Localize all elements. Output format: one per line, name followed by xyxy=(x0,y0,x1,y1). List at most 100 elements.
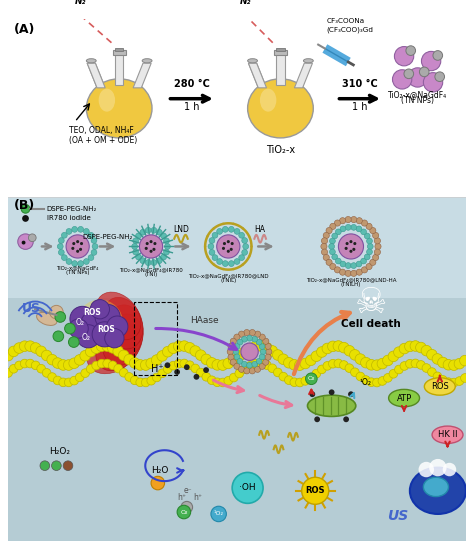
Text: O₂: O₂ xyxy=(82,333,91,342)
Circle shape xyxy=(103,359,111,368)
Circle shape xyxy=(355,354,366,365)
Circle shape xyxy=(366,359,377,370)
Circle shape xyxy=(168,343,179,354)
Circle shape xyxy=(92,243,98,249)
Circle shape xyxy=(234,259,240,265)
Circle shape xyxy=(76,250,79,253)
Circle shape xyxy=(259,334,265,340)
Circle shape xyxy=(91,237,97,243)
Circle shape xyxy=(427,349,437,360)
Circle shape xyxy=(345,247,347,250)
Circle shape xyxy=(40,461,50,471)
Circle shape xyxy=(351,263,356,268)
Bar xyxy=(115,48,123,51)
Circle shape xyxy=(460,355,470,366)
Circle shape xyxy=(389,370,398,378)
Circle shape xyxy=(340,261,346,267)
Circle shape xyxy=(361,229,366,235)
Circle shape xyxy=(263,361,271,370)
Circle shape xyxy=(217,228,222,234)
Circle shape xyxy=(133,249,138,255)
Circle shape xyxy=(338,342,349,353)
Circle shape xyxy=(158,369,166,378)
Circle shape xyxy=(37,365,46,373)
Circle shape xyxy=(444,378,453,386)
Circle shape xyxy=(240,365,249,374)
Circle shape xyxy=(265,354,271,360)
Circle shape xyxy=(63,461,73,471)
Circle shape xyxy=(86,365,95,373)
Circle shape xyxy=(306,355,316,366)
Circle shape xyxy=(212,255,218,261)
Circle shape xyxy=(193,374,200,380)
Circle shape xyxy=(18,234,33,249)
Circle shape xyxy=(321,237,328,244)
Circle shape xyxy=(330,223,336,229)
Circle shape xyxy=(209,237,215,243)
Ellipse shape xyxy=(86,79,152,138)
Circle shape xyxy=(367,378,376,386)
Circle shape xyxy=(255,331,261,337)
Ellipse shape xyxy=(303,59,313,63)
Circle shape xyxy=(367,243,373,249)
Circle shape xyxy=(454,358,465,369)
Circle shape xyxy=(149,240,153,243)
Circle shape xyxy=(366,223,372,229)
Circle shape xyxy=(353,242,356,245)
Circle shape xyxy=(151,227,157,233)
Circle shape xyxy=(133,238,138,244)
Text: ROS: ROS xyxy=(431,382,449,391)
Circle shape xyxy=(219,378,227,387)
Circle shape xyxy=(113,346,124,357)
Circle shape xyxy=(222,227,228,232)
Circle shape xyxy=(349,349,360,360)
Circle shape xyxy=(344,346,355,356)
Circle shape xyxy=(249,368,255,374)
Circle shape xyxy=(114,364,123,373)
Circle shape xyxy=(91,343,101,353)
Circle shape xyxy=(345,263,351,268)
Circle shape xyxy=(365,233,370,239)
Circle shape xyxy=(388,351,399,362)
Circle shape xyxy=(374,237,381,244)
Circle shape xyxy=(108,342,118,353)
Text: ¹O₂: ¹O₂ xyxy=(360,378,372,387)
Circle shape xyxy=(125,373,134,381)
Circle shape xyxy=(373,378,381,387)
Circle shape xyxy=(421,51,441,71)
Circle shape xyxy=(279,372,288,381)
Circle shape xyxy=(323,233,329,239)
Text: ATP: ATP xyxy=(396,393,412,403)
Circle shape xyxy=(15,361,24,370)
Circle shape xyxy=(421,345,432,356)
Circle shape xyxy=(260,349,266,354)
Circle shape xyxy=(140,258,146,263)
Circle shape xyxy=(394,47,414,66)
Circle shape xyxy=(78,261,83,267)
Circle shape xyxy=(370,259,376,266)
Circle shape xyxy=(345,364,354,373)
Circle shape xyxy=(208,243,214,249)
Circle shape xyxy=(322,343,333,354)
Circle shape xyxy=(259,344,265,349)
Circle shape xyxy=(408,68,427,87)
Circle shape xyxy=(105,328,124,348)
Circle shape xyxy=(377,358,388,369)
Circle shape xyxy=(164,238,169,244)
Circle shape xyxy=(336,258,341,264)
Circle shape xyxy=(228,343,234,349)
Circle shape xyxy=(119,368,128,377)
Circle shape xyxy=(50,305,63,319)
Circle shape xyxy=(90,300,109,319)
Circle shape xyxy=(356,261,362,267)
Circle shape xyxy=(151,476,164,490)
Circle shape xyxy=(169,361,178,370)
Text: ROS: ROS xyxy=(97,325,115,334)
Circle shape xyxy=(273,349,283,360)
Circle shape xyxy=(209,249,215,255)
Circle shape xyxy=(136,378,145,387)
Circle shape xyxy=(336,229,341,235)
Ellipse shape xyxy=(142,59,152,63)
Text: TiO₂-x@NaGdF₄: TiO₂-x@NaGdF₄ xyxy=(56,266,99,270)
Text: ·OH: ·OH xyxy=(239,484,256,492)
